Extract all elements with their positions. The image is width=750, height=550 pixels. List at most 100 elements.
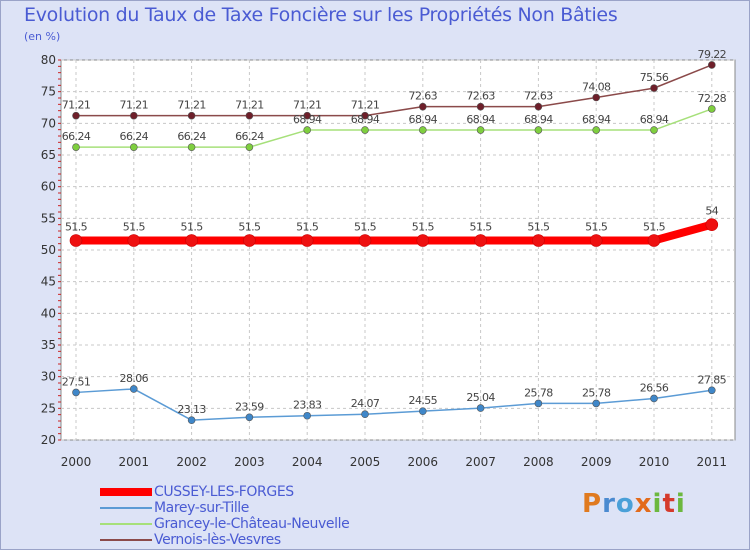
data-point <box>592 399 601 408</box>
y-tick-label: 30 <box>41 370 56 384</box>
data-label: 74.08 <box>582 80 611 93</box>
data-point <box>245 111 254 120</box>
y-axis: 20 25 30 35 40 45 50 55 60 65 70 75 80 <box>41 53 61 447</box>
data-point <box>361 126 369 134</box>
data-point <box>245 143 254 151</box>
data-label: 28.06 <box>120 372 149 385</box>
data-label: 25.78 <box>524 386 553 399</box>
data-point <box>130 385 138 393</box>
data-label: 23.13 <box>177 403 206 416</box>
data-point <box>647 234 661 247</box>
x-axis: 2000 2001 2002 2003 2004 2005 2006 2007 2008 2009… <box>61 455 727 469</box>
data-point <box>534 126 543 134</box>
series-group <box>69 61 719 424</box>
legend-label-vernois: Vernois-lès-Vesvres <box>154 532 281 548</box>
data-label: 68.94 <box>524 113 553 126</box>
legend-item-grancey: Grancey-le-Château-Neuvelle <box>100 516 350 532</box>
data-point <box>650 394 658 403</box>
data-point <box>418 102 427 111</box>
data-label: 68.94 <box>409 113 438 126</box>
y-tick-label: 50 <box>41 243 56 257</box>
data-label: 51.5 <box>238 221 261 234</box>
data-point <box>130 143 138 151</box>
data-label: 66.24 <box>62 130 91 143</box>
data-label: 51.5 <box>412 221 435 234</box>
x-tick-label: 2011 <box>697 455 728 469</box>
data-label: 66.24 <box>120 130 149 143</box>
legend-label-marey: Marey-sur-Tille <box>154 500 250 516</box>
data-label: 27.51 <box>62 375 91 388</box>
data-point <box>476 102 485 111</box>
data-point <box>69 234 83 247</box>
data-label: 71.21 <box>293 99 322 112</box>
legend: CUSSEY-LES-FORGES Marey-sur-Tille Grance… <box>100 484 350 548</box>
data-label: 54 <box>705 205 718 218</box>
data-point <box>300 234 314 247</box>
data-point <box>476 404 485 412</box>
data-label: 51.5 <box>354 221 377 234</box>
y-tick-label: 70 <box>41 116 56 130</box>
data-point <box>127 234 141 247</box>
legend-label-cussey: CUSSEY-LES-FORGES <box>154 484 294 500</box>
x-tick-label: 2002 <box>176 455 207 469</box>
data-point <box>707 386 716 395</box>
data-label: 51.5 <box>65 221 88 234</box>
x-tick-label: 2000 <box>61 455 92 469</box>
legend-label-grancey: Grancey-le-Château-Neuvelle <box>154 516 350 532</box>
data-label: 51.5 <box>123 221 146 234</box>
data-point <box>418 407 427 415</box>
y-tick-label: 35 <box>41 338 56 352</box>
legend-item-cussey: CUSSEY-LES-FORGES <box>100 484 349 500</box>
data-point <box>707 61 716 69</box>
data-point <box>358 234 372 247</box>
legend-swatch-marey <box>100 507 152 509</box>
y-tick-label: 60 <box>41 180 56 194</box>
data-point <box>474 234 487 247</box>
series-line <box>75 388 713 421</box>
data-point <box>72 111 80 120</box>
data-label: 68.94 <box>640 113 669 126</box>
data-label: 75.56 <box>640 71 669 84</box>
data-label: 23.83 <box>293 399 322 412</box>
x-tick-label: 2010 <box>639 455 670 469</box>
data-label: 72.63 <box>409 90 438 103</box>
grid-lines <box>61 59 735 441</box>
y-tick-label: 55 <box>41 211 56 225</box>
data-label: 24.07 <box>351 397 380 410</box>
data-label: 51.5 <box>585 221 608 234</box>
data-label: 25.78 <box>582 386 611 399</box>
y-tick-label: 25 <box>41 401 56 415</box>
data-point <box>72 388 80 397</box>
data-point <box>185 234 198 247</box>
chart-title: Evolution du Taux de Taxe Foncière sur l… <box>24 4 618 26</box>
data-point <box>187 416 196 424</box>
data-point <box>361 111 369 120</box>
data-point <box>534 102 543 111</box>
x-tick-label: 2005 <box>350 455 381 469</box>
data-point <box>187 143 196 151</box>
data-point <box>303 411 312 420</box>
data-label: 71.21 <box>351 99 380 112</box>
data-label: 71.21 <box>235 99 264 112</box>
brand-logo: Proxiti <box>582 489 686 519</box>
data-point <box>361 410 369 419</box>
data-point <box>534 399 543 408</box>
data-label: 27.85 <box>698 373 727 386</box>
data-label: 51.5 <box>643 221 666 234</box>
data-point <box>476 126 485 134</box>
data-label: 23.59 <box>235 400 264 413</box>
data-label: 68.94 <box>582 113 611 126</box>
x-tick-label: 2004 <box>292 455 323 469</box>
data-label: 66.24 <box>177 130 206 143</box>
y-tick-label: 45 <box>41 275 56 289</box>
data-point <box>303 126 312 134</box>
series-line <box>75 64 713 117</box>
legend-item-marey: Marey-sur-Tille <box>100 500 349 516</box>
legend-swatch-cussey <box>100 488 152 496</box>
x-tick-label: 2008 <box>523 455 554 469</box>
legend-item-vernois: Vernois-lès-Vesvres <box>100 532 349 548</box>
unit-label: (en %) <box>24 30 61 43</box>
data-point <box>243 234 256 247</box>
data-label: 71.21 <box>177 99 206 112</box>
